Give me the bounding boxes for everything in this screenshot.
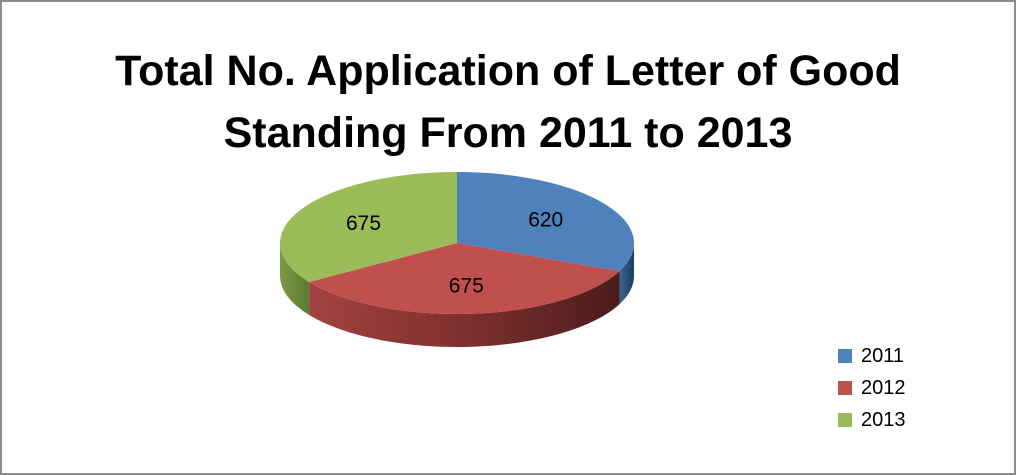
pie-side-walls [280, 243, 634, 347]
chart-title-line-2: Standing From 2011 to 2013 [223, 109, 793, 157]
pie-data-labels: 620 675 675 [346, 209, 563, 298]
legend-swatch-2011 [838, 349, 852, 363]
pie-slices [280, 172, 634, 314]
legend-item-2013: 2013 [838, 404, 906, 436]
legend-item-2011: 2011 [838, 340, 906, 372]
legend-label-2013: 2013 [861, 408, 906, 431]
pie-slice-2011 [457, 172, 634, 272]
legend: 2011 2012 2013 [838, 340, 906, 436]
data-label-2011: 620 [528, 209, 563, 232]
legend-label-2012: 2012 [861, 376, 906, 399]
data-label-2012: 675 [449, 274, 484, 297]
pie-side-2012 [309, 271, 620, 347]
pie-slice-2013 [280, 172, 457, 283]
data-label-2013: 675 [346, 212, 381, 235]
pie-side-2013 [280, 243, 310, 316]
legend-label-2011: 2011 [861, 344, 905, 367]
legend-swatch-2012 [838, 381, 852, 395]
pie-side-2011 [619, 243, 634, 305]
legend-item-2012: 2012 [838, 372, 906, 404]
pie-slice-2012 [309, 243, 620, 314]
legend-swatch-2013 [838, 413, 852, 427]
chart-title: Total No. Application of Letter of Good … [0, 40, 1016, 164]
chart-title-line-1: Total No. Application of Letter of Good [115, 47, 901, 95]
